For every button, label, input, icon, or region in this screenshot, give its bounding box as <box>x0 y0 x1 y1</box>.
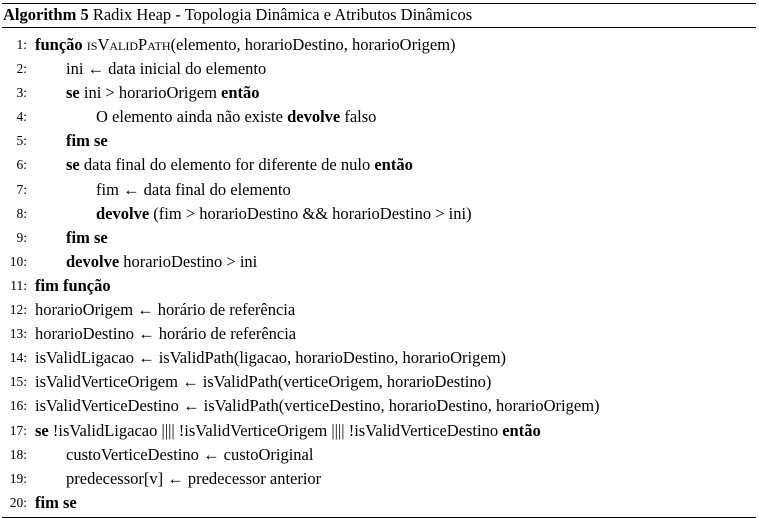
algorithm-line: 14: isValidLigacao ← isValidPath(ligacao,… <box>2 346 756 370</box>
code-text: fim ← data final do elemento <box>96 179 291 199</box>
keyword: devolve <box>96 203 150 223</box>
algorithm-line: 10: devolve horarioDestino > ini <box>2 250 756 274</box>
line-code: ini ← data inicial do elemento <box>66 57 266 81</box>
line-code: função isValidPath(elemento, horarioDest… <box>35 33 456 57</box>
keyword: devolve <box>287 107 341 127</box>
code-text: isValidVerticeOrigem ← isValidPath(verti… <box>35 372 492 392</box>
algorithm-line: 20: fim se <box>2 491 756 515</box>
code-text: horarioDestino ← horário de referência <box>35 324 297 344</box>
code-text: horarioOrigem ← horário de referência <box>35 300 296 320</box>
line-number: 1: <box>16 37 27 52</box>
keyword: fim função <box>35 275 111 295</box>
algorithm-line: 17: se !isValidLigacao |||| !isValidVerti… <box>2 419 756 443</box>
line-code: se ini > horarioOrigem então <box>66 81 260 105</box>
keyword: se <box>66 83 80 103</box>
algorithm-line: 5: fim se <box>2 129 756 153</box>
algorithm-line: 13: horarioDestino ← horário de referênci… <box>2 322 756 346</box>
line-number: 6: <box>16 157 27 173</box>
line-number: 18: <box>9 446 27 462</box>
line-code: fim ← data final do elemento <box>96 178 291 202</box>
line-code: isValidVerticeDestino ← isValidPath(vert… <box>35 394 600 418</box>
keyword: se <box>66 155 80 175</box>
top-rule <box>2 3 756 4</box>
line-number: 19: <box>9 470 27 486</box>
line-number: 3: <box>16 85 27 101</box>
line-code: custoVerticeDestino ← custoOriginal <box>66 443 313 467</box>
line-code: isValidLigacao ← isValidPath(ligacao, ho… <box>35 346 506 370</box>
keyword: então <box>502 420 541 440</box>
line-number: 9: <box>16 229 27 245</box>
algorithm-line: 7: fim ← data final do elemento <box>2 178 756 202</box>
algorithm-caption: Algorithm 5 Radix Heap - Topologia Dinâm… <box>2 4 756 25</box>
line-number: 8: <box>16 205 27 221</box>
code-text: !isValidLigacao |||| !isValidVerticeOrig… <box>48 420 503 440</box>
code-text: isValidVerticeDestino ← isValidPath(vert… <box>35 396 600 416</box>
algorithm-line: 6: se data final do elemento for diferent… <box>2 153 756 177</box>
line-code: se !isValidLigacao |||| !isValidVerticeO… <box>35 419 541 443</box>
keyword: então <box>221 83 260 103</box>
code-text: ini ← data inicial do elemento <box>66 59 267 79</box>
code-text: isValidPath <box>86 35 171 54</box>
algorithm-line: 16: isValidVerticeDestino ← isValidPath(v… <box>2 394 756 418</box>
algorithm-line: 4: O elemento ainda não existe devolve fa… <box>2 105 756 129</box>
line-number: 15: <box>9 374 27 390</box>
line-code: fim função <box>35 274 111 298</box>
line-number: 10: <box>9 253 27 269</box>
line-code: predecessor[v] ← predecessor anterior <box>66 467 321 491</box>
line-code: fim se <box>66 129 108 153</box>
line-number: 12: <box>9 302 27 318</box>
line-number: 2: <box>16 61 27 77</box>
algorithm-line: 11: fim função <box>2 274 756 298</box>
caption-rule <box>2 27 756 28</box>
code-text: predecessor[v] ← predecessor anterior <box>66 468 322 488</box>
code-text: custoVerticeDestino ← custoOriginal <box>66 444 314 464</box>
algorithm-line: 1: função isValidPath(elemento, horarioDe… <box>2 33 756 57</box>
algorithm-title: Radix Heap - Topologia Dinâmica e Atribu… <box>92 5 473 24</box>
algorithm-line: 8: devolve (fim > horarioDestino && horar… <box>2 202 756 226</box>
algorithm-block: Algorithm 5 Radix Heap - Topologia Dinâm… <box>2 3 756 518</box>
code-text: (fim > horarioDestino && horarioDestino … <box>149 203 472 223</box>
code-text: O elemento ainda não existe <box>96 107 288 127</box>
line-code: fim se <box>66 226 108 250</box>
line-code: devolve (fim > horarioDestino && horario… <box>96 202 472 226</box>
algorithm-line: 12: horarioOrigem ← horário de referência <box>2 298 756 322</box>
line-number: 5: <box>16 133 27 149</box>
code-text: falso <box>340 107 377 127</box>
keyword: fim se <box>66 131 108 151</box>
line-number: 17: <box>9 422 27 438</box>
keyword: devolve <box>66 251 120 271</box>
algorithm-line: 15: isValidVerticeOrigem ← isValidPath(ve… <box>2 370 756 394</box>
algorithm-line: 9: fim se <box>2 226 756 250</box>
line-code: horarioOrigem ← horário de referência <box>35 298 295 322</box>
keyword: fim se <box>35 492 77 512</box>
algorithm-line: 3: se ini > horarioOrigem então <box>2 81 756 105</box>
algorithm-line: 18: custoVerticeDestino ← custoOriginal <box>2 443 756 467</box>
algorithm-line: 19: predecessor[v] ← predecessor anterior <box>2 467 756 491</box>
keyword: função <box>35 35 83 54</box>
keyword: se <box>35 420 49 440</box>
line-number: 20: <box>9 494 27 510</box>
line-number: 13: <box>9 326 27 342</box>
code-text: isValidLigacao ← isValidPath(ligacao, ho… <box>35 348 507 368</box>
code-text: data final do elemento for diferente de … <box>79 155 375 175</box>
code-text: horarioDestino > ini <box>119 251 258 271</box>
line-number: 11: <box>10 277 27 293</box>
algorithm-number: Algorithm 5 <box>3 5 89 24</box>
line-code: fim se <box>35 491 77 515</box>
line-code: se data final do elemento for diferente … <box>66 153 413 177</box>
keyword: então <box>374 155 413 175</box>
line-number: 16: <box>9 398 27 414</box>
line-number: 7: <box>16 181 27 197</box>
line-code: horarioDestino ← horário de referência <box>35 322 296 346</box>
line-code: O elemento ainda não existe devolve fals… <box>96 105 376 129</box>
algorithm-line: 2: ini ← data inicial do elemento <box>2 57 756 81</box>
line-number: 4: <box>16 109 27 125</box>
line-number: 14: <box>9 350 27 366</box>
algorithm-lines: 1: função isValidPath(elemento, horarioDe… <box>2 28 756 515</box>
code-text: (elemento, horarioDestino, horarioOrigem… <box>170 35 456 54</box>
code-text: ini > horarioOrigem <box>79 83 222 103</box>
keyword: fim se <box>66 227 108 247</box>
line-code: devolve horarioDestino > ini <box>66 250 257 274</box>
line-code: isValidVerticeOrigem ← isValidPath(verti… <box>35 370 491 394</box>
